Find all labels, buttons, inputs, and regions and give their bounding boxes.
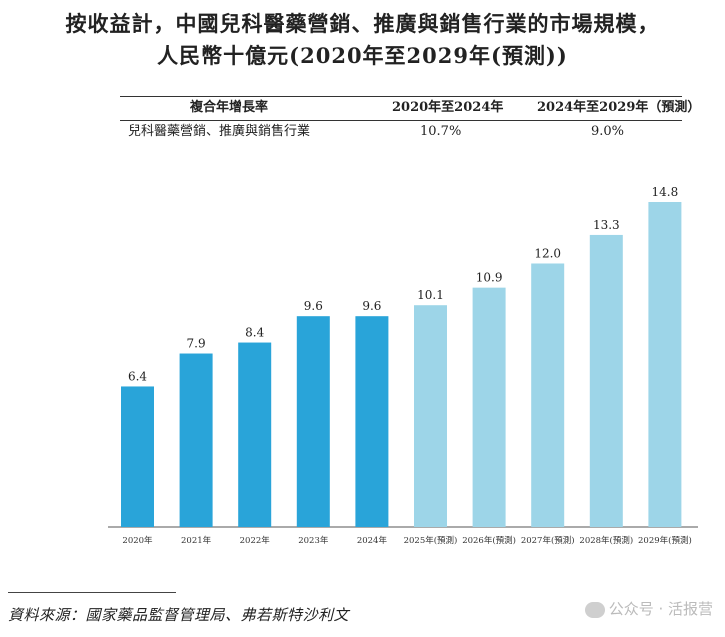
bar-chart: 6.4 2020年 7.9 2021年 8.4 2022年 9.6 2023年 9.6 2024年… [108,185,698,546]
bar-2 [238,342,272,527]
bar-9 [648,202,682,527]
x-tick-label-6: 2026年(預測) [462,535,516,546]
bar-value-label-7: 12.0 [534,246,561,260]
bar-6 [472,287,506,527]
bar-value-label-6: 10.9 [476,271,503,285]
bar-value-label-9: 14.8 [652,185,679,199]
table-header-period1: 2020年至2024年 [392,100,504,115]
bar-value-label-5: 10.1 [417,288,444,302]
bar-3 [296,316,330,527]
table-header-period2: 2024年至2029年（預測） [537,100,701,115]
table-row-label: 兒科醫藥營銷、推廣與銷售行業 [128,124,311,139]
x-tick-label-8: 2028年(預測) [579,535,633,546]
bar-value-label-8: 13.3 [593,218,620,232]
table-cagr-2024-2029: 9.0% [591,124,625,139]
x-tick-label-4: 2024年 [357,535,388,546]
x-tick-label-3: 2023年 [298,535,329,546]
bar-value-label-4: 9.6 [362,299,381,313]
x-tick-label-5: 2025年(預測) [404,535,458,546]
source-note: 資料來源：國家藥品監督管理局、弗若斯特沙利文 [8,606,350,624]
table-mid-rule [120,120,682,121]
x-tick-label-7: 2027年(預測) [521,535,575,546]
bar-4 [355,316,389,527]
x-tick-label-0: 2020年 [122,535,153,546]
bar-5 [414,305,447,527]
chart-subtitle: 人民幣十億元(2020年至2029年(預測)) [157,43,568,68]
chart-title: 按收益計，中國兒科醫藥營銷、推廣與銷售行業的市場規模， [65,11,660,36]
bar-value-label-0: 6.4 [128,369,147,383]
x-tick-label-9: 2029年(預測) [638,535,692,546]
table-top-rule [120,96,682,97]
bar-7 [531,263,565,527]
bar-value-label-1: 7.9 [187,337,206,351]
bar-8 [589,234,623,527]
bar-0 [121,386,154,527]
x-tick-label-1: 2021年 [181,535,212,546]
bar-1 [179,353,213,527]
watermark-text: 公众号 · 活报营 [608,600,713,618]
wechat-icon [584,601,605,618]
bar-value-label-3: 9.6 [304,299,323,313]
x-tick-label-2: 2022年 [240,535,271,546]
source-rule [8,592,176,593]
table-cagr-2020-2024: 10.7% [420,124,462,139]
watermark: 公众号 · 活报营 [584,598,713,619]
table-header-cagr: 複合年增長率 [190,100,269,115]
bar-value-label-2: 8.4 [245,326,264,340]
